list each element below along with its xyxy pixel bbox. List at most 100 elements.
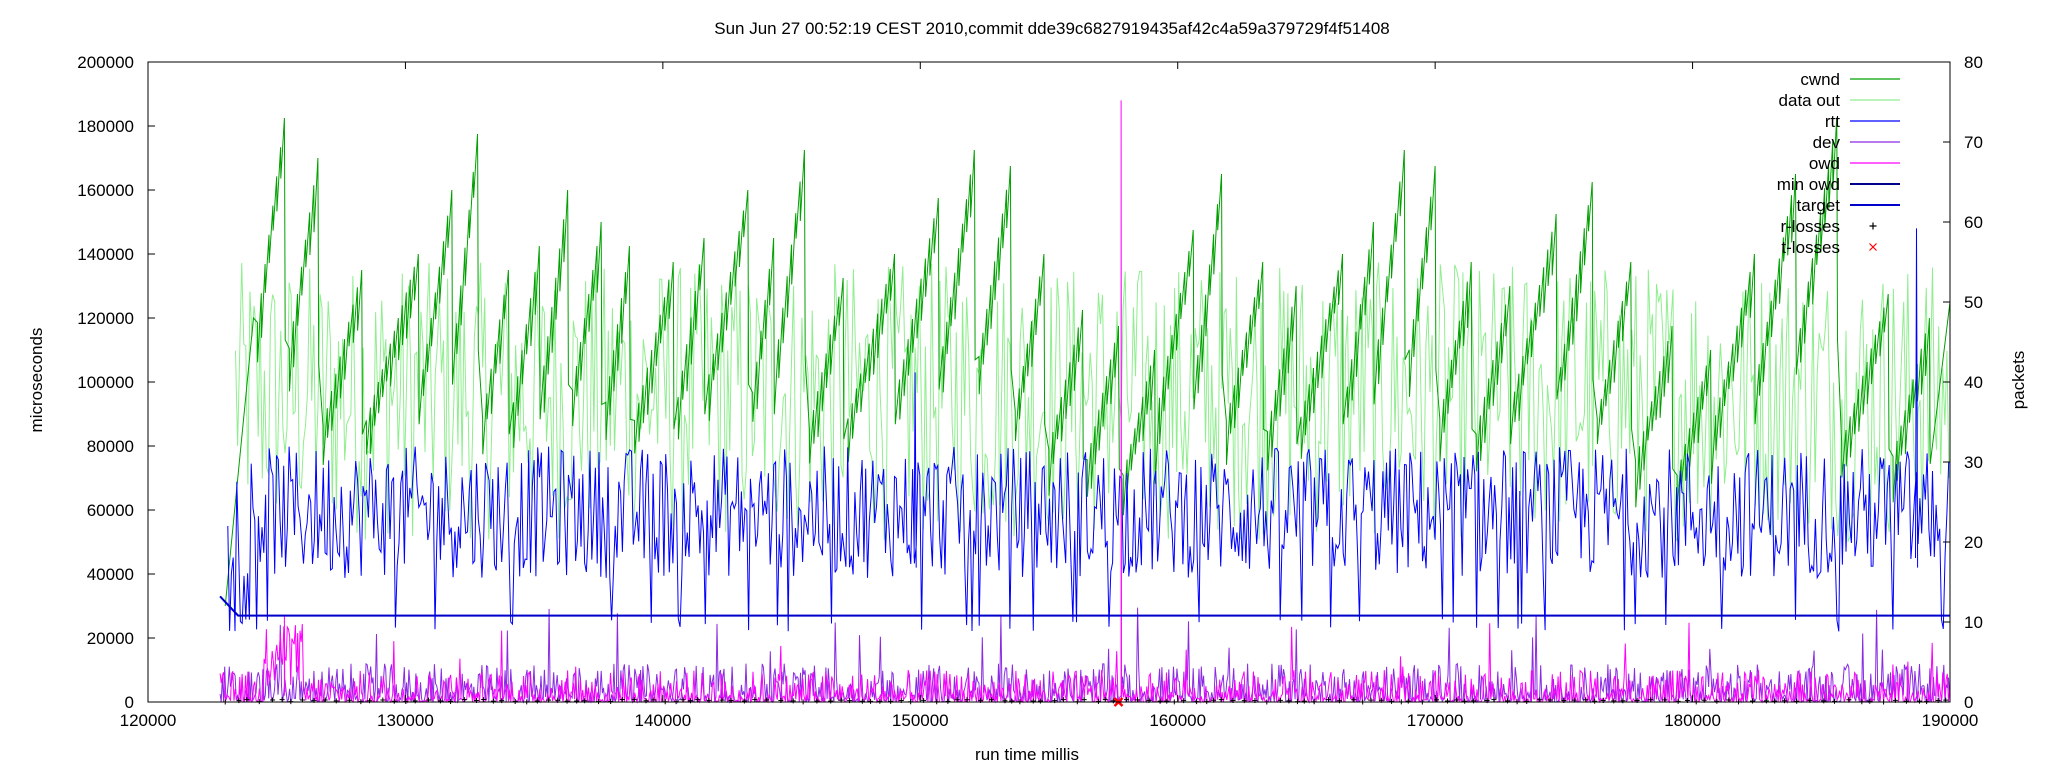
r-loss-point	[877, 698, 883, 704]
r-loss-point	[631, 697, 637, 703]
x-tick-label: 130000	[377, 711, 434, 730]
y2-tick-label: 30	[1964, 453, 1983, 472]
r-loss-point	[790, 698, 796, 704]
y-tick-label: 140000	[77, 245, 134, 264]
legend-swatch	[1869, 243, 1877, 251]
y-tick-label: 80000	[87, 437, 134, 456]
r-loss-point	[1218, 697, 1224, 703]
r-loss-point	[988, 697, 994, 703]
r-loss-point	[1102, 697, 1108, 703]
r-loss-point	[1462, 698, 1468, 704]
r-loss-point	[1592, 698, 1598, 704]
chart-title: Sun Jun 27 00:52:19 CEST 2010,commit dde…	[714, 19, 1390, 38]
r-loss-point	[1389, 698, 1395, 704]
y-tick-label: 60000	[87, 501, 134, 520]
y-axis-label: microseconds	[27, 328, 46, 433]
r-loss-point	[619, 696, 625, 702]
y2-axis-label: packets	[2009, 351, 2028, 410]
r-loss-point	[1444, 698, 1450, 704]
r-loss-point	[1110, 698, 1116, 704]
r-loss-point	[1301, 698, 1307, 704]
x-tick-label: 140000	[634, 711, 691, 730]
y-tick-label: 120000	[77, 309, 134, 328]
r-loss-point	[1903, 698, 1909, 704]
r-loss-point	[1916, 698, 1922, 704]
r-loss-point	[1351, 697, 1357, 703]
y2-tick-label: 80	[1964, 53, 1983, 72]
r-loss-point	[534, 698, 540, 704]
r-loss-point	[1867, 698, 1873, 704]
r-loss-point	[1846, 697, 1852, 703]
r-loss-point	[680, 697, 686, 703]
series-target	[219, 595, 1950, 617]
series-r-losses	[222, 696, 1949, 705]
r-loss-point	[888, 698, 894, 704]
r-loss-point	[1157, 698, 1163, 704]
r-loss-point	[1405, 698, 1411, 704]
r-loss-point	[448, 698, 454, 704]
r-loss-point	[391, 698, 397, 704]
legend-label: r-losses	[1780, 217, 1840, 236]
legend-label: rtt	[1825, 112, 1840, 131]
legend-swatch	[1869, 222, 1877, 230]
r-loss-point	[437, 698, 443, 704]
y-tick-label: 160000	[77, 181, 134, 200]
series-rtt	[227, 228, 1950, 632]
y2-tick-label: 20	[1964, 533, 1983, 552]
r-loss-point	[752, 697, 758, 703]
r-loss-point	[1675, 698, 1681, 704]
legend-label: min owd	[1777, 175, 1840, 194]
r-loss-point	[1524, 698, 1530, 704]
legend-label: cwnd	[1800, 70, 1840, 89]
r-loss-point	[1009, 698, 1015, 704]
r-loss-point	[964, 697, 970, 703]
r-loss-point	[1124, 697, 1130, 703]
r-loss-point	[1537, 697, 1543, 703]
y-tick-label: 200000	[77, 53, 134, 72]
r-loss-point	[1714, 698, 1720, 704]
r-loss-point	[868, 698, 874, 704]
plot-frame	[147, 61, 1951, 703]
r-loss-point	[1326, 697, 1332, 703]
y2-tick-label: 40	[1964, 373, 1983, 392]
r-loss-point	[1763, 698, 1769, 704]
r-loss-point	[1030, 698, 1036, 704]
r-loss-point	[695, 697, 701, 703]
r-loss-point	[1772, 698, 1778, 704]
r-loss-point	[741, 698, 747, 704]
y2-tick-label: 70	[1964, 133, 1983, 152]
x-tick-label: 120000	[120, 711, 177, 730]
x-tick-label: 190000	[1922, 711, 1979, 730]
y2-tick-label: 0	[1964, 693, 1973, 712]
r-loss-point	[564, 698, 570, 704]
r-loss-point	[1286, 698, 1292, 704]
legend-label: owd	[1809, 154, 1840, 173]
r-loss-point	[1750, 698, 1756, 704]
axes-layer: 120000 130000 140000 150000 160000 170000 1800…	[77, 53, 1983, 730]
x-axis-label: run time millis	[975, 745, 1079, 764]
y2-tick-label: 60	[1964, 213, 1983, 232]
r-loss-point	[1647, 697, 1653, 703]
r-loss-point	[1081, 697, 1087, 703]
r-loss-point	[1060, 697, 1066, 703]
r-loss-point	[1164, 698, 1170, 704]
r-loss-point	[244, 697, 250, 703]
r-loss-point	[814, 698, 820, 704]
r-loss-point	[1831, 698, 1837, 704]
r-loss-point	[1471, 698, 1477, 704]
legend-label: dev	[1813, 133, 1841, 152]
r-loss-point	[954, 697, 960, 703]
legend-label: target	[1797, 196, 1841, 215]
y2-tick-label: 10	[1964, 613, 1983, 632]
legend: cwnd data out rtt dev owd min owd target r-loss…	[1777, 70, 1900, 257]
y-tick-label: 100000	[77, 373, 134, 392]
r-loss-point	[574, 698, 580, 704]
r-loss-point	[828, 698, 834, 704]
legend-label: data out	[1779, 91, 1841, 110]
r-loss-point	[461, 697, 467, 703]
r-loss-point	[1794, 698, 1800, 704]
r-loss-point	[1583, 697, 1589, 703]
x-tick-label: 150000	[892, 711, 949, 730]
series-min-owd	[219, 595, 1950, 617]
